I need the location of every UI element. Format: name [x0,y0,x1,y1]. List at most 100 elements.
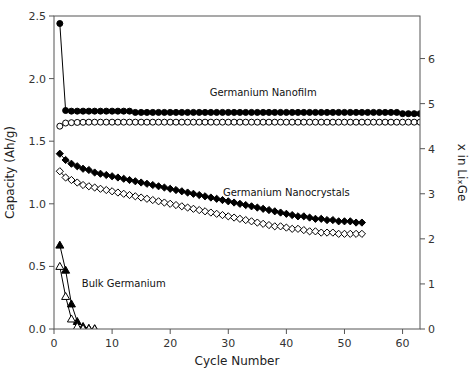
point [301,119,307,125]
point [219,119,225,125]
point [289,211,296,218]
annotation: Bulk Germanium [82,278,166,289]
x-tick [344,329,345,334]
x-tick-label: 40 [279,337,293,350]
point [103,186,110,193]
point [196,206,203,213]
y2-tick-label: 0 [428,323,435,336]
point [86,119,92,125]
point [265,206,272,213]
series-line [60,266,95,328]
point [365,109,371,115]
point [91,169,98,176]
point [382,109,388,115]
point [341,109,347,115]
point [178,203,185,210]
point [272,109,278,115]
point [173,119,179,125]
point [85,325,93,329]
point [359,109,365,115]
x-tick [54,329,55,334]
point [80,119,86,125]
point [318,119,324,125]
y-tick [49,16,54,17]
y-axis-title: Capacity (Ah/g) [3,126,17,219]
y2-tick-label: 3 [428,188,435,201]
point [295,119,301,125]
point [97,119,103,125]
point [254,204,261,211]
point [97,170,104,177]
point [121,119,127,125]
point [230,214,237,221]
point [173,109,179,115]
plot-frame [54,16,420,329]
point [115,108,121,114]
point [400,111,406,117]
point [62,156,69,163]
point [336,119,342,125]
point [73,322,81,329]
point [155,198,162,205]
point [300,213,307,220]
point [260,220,267,227]
axes: 01020304050600.00.51.01.52.02.50123456 [29,10,436,350]
point [277,223,284,230]
point [295,109,301,115]
point [109,119,115,125]
point [289,119,295,125]
point [266,119,272,125]
point [138,179,145,186]
point [114,189,121,196]
series [56,262,99,329]
point [167,200,174,207]
point [237,119,243,125]
y-tick-label: 0.5 [29,260,47,273]
point [208,119,214,125]
y2-tick-label: 6 [428,53,435,66]
point [68,120,74,126]
point [103,171,110,178]
point [376,119,382,125]
point [68,108,74,114]
point [411,119,417,125]
point [97,108,103,114]
point [260,119,266,125]
point [231,119,237,125]
y-tick-label: 1.5 [29,135,47,148]
point [184,189,191,196]
point [283,224,290,231]
point [260,109,266,115]
point [330,109,336,115]
point [214,109,220,115]
point [388,109,394,115]
point [394,119,400,125]
point [62,292,70,299]
point [161,199,168,206]
point [121,108,127,114]
point [85,183,92,190]
point [115,119,121,125]
point [347,218,354,225]
point [143,180,150,187]
point [336,109,342,115]
y2-tick [420,103,425,104]
point [57,123,63,129]
point [56,241,64,248]
x-tick [402,329,403,334]
point [324,109,330,115]
point [108,188,115,195]
point [359,119,365,125]
point [92,119,98,125]
point [127,108,133,114]
point [149,181,156,188]
point [190,205,197,212]
point [91,325,99,329]
point [57,21,63,27]
point [185,109,191,115]
point [103,108,109,114]
point [388,119,394,125]
point [265,221,272,228]
y2-tick [420,329,425,330]
point [202,109,208,115]
